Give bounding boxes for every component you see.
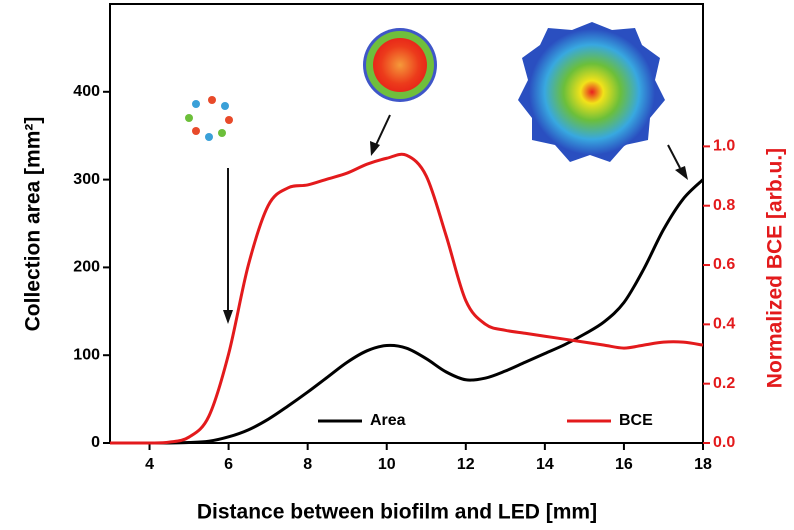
x-tick-label: 16 — [615, 456, 633, 473]
inset-medium-spot — [363, 28, 437, 102]
y2-tick-label: 1.0 — [713, 138, 735, 155]
x-tick-label: 12 — [457, 456, 475, 473]
x-tick-label: 6 — [224, 456, 233, 473]
x-tick-label: 4 — [145, 456, 154, 473]
inset-small-dots — [185, 96, 233, 141]
legend-label: Area — [370, 412, 406, 429]
y-axis-label: Collection area [mm²] — [22, 117, 45, 332]
legend-label: BCE — [619, 412, 653, 429]
y-tick-label: 100 — [73, 346, 100, 363]
arrows — [223, 114, 688, 324]
y2-tick-label: 0.2 — [713, 375, 735, 392]
series-line — [110, 178, 705, 445]
x-tick-label: 14 — [536, 456, 554, 473]
y2-tick-label: 0.0 — [713, 434, 735, 451]
y2-tick-label: 0.6 — [713, 256, 735, 273]
inset-large-spot — [518, 22, 665, 162]
y-tick-label: 200 — [73, 259, 100, 276]
plot-frame — [109, 3, 704, 444]
x-tick-label: 10 — [378, 456, 396, 473]
y-tick-label: 400 — [73, 83, 100, 100]
x-tick-label: 18 — [694, 456, 712, 473]
y-tick-label: 300 — [73, 171, 100, 188]
y2-tick-label: 0.4 — [713, 316, 735, 333]
y2-tick-label: 0.8 — [713, 197, 735, 214]
series-line — [110, 152, 704, 445]
x-tick-label: 8 — [303, 456, 312, 473]
x-axis-label: Distance between biofilm and LED [mm] — [197, 501, 597, 524]
y2-axis-label: Normalized BCE [arb.u.] — [764, 148, 787, 388]
y-tick-label: 0 — [91, 434, 100, 451]
